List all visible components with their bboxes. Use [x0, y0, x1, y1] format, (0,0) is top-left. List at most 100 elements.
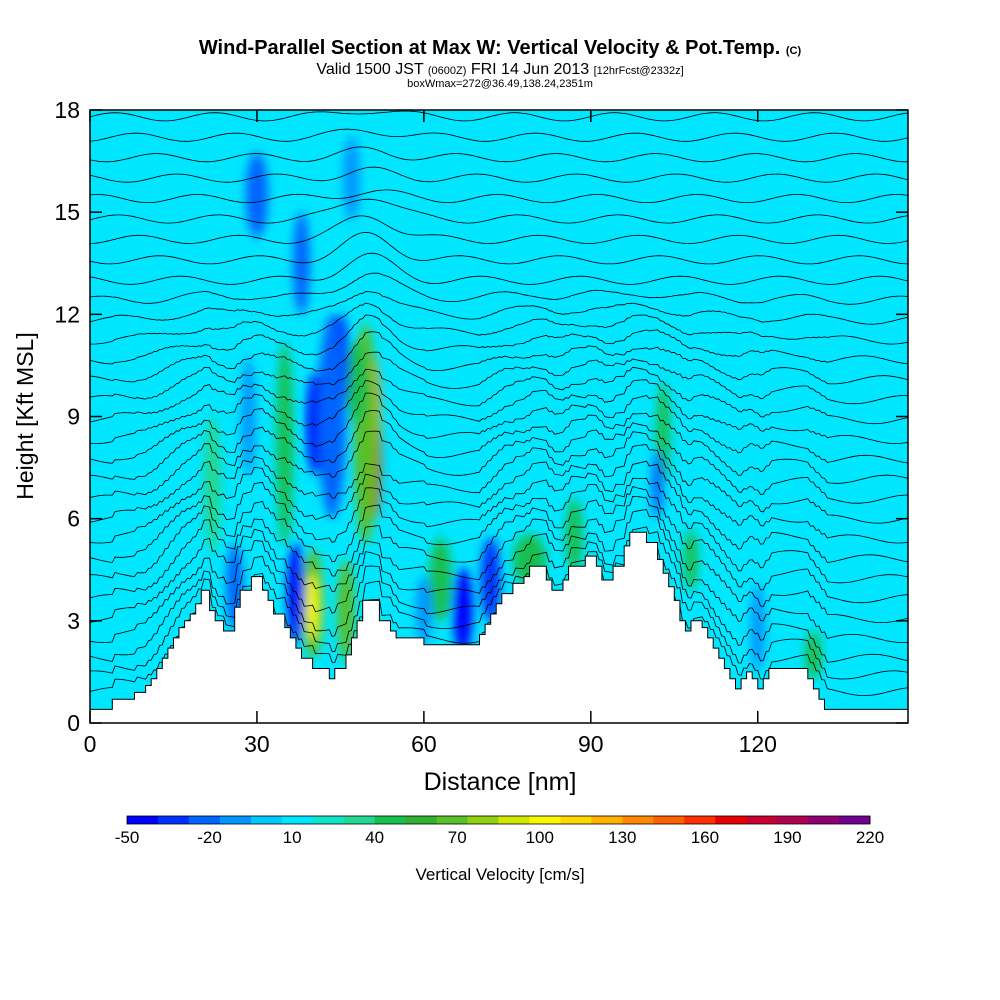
isentrope: [90, 252, 908, 285]
velocity-cell: [345, 339, 369, 426]
colorbar-swatch: [746, 816, 778, 824]
colorbar-swatch: [653, 816, 685, 824]
velocity-cell: [415, 576, 433, 645]
colorbar-swatch: [374, 816, 407, 824]
colorbar-swatch: [281, 816, 314, 824]
isentrope: [90, 379, 908, 445]
boxwmax-line: boxWmax=272@36.49,138.24,2351m: [407, 78, 593, 90]
isentrope: [90, 272, 908, 305]
isentrope: [90, 444, 908, 544]
colorbar-swatch: [343, 816, 376, 824]
velocity-cell: [204, 416, 221, 553]
isentrope: [90, 198, 908, 224]
colorbar-tick-label: 160: [691, 828, 719, 847]
colorbar-swatch: [715, 816, 747, 824]
copyright-mark: (C): [785, 45, 802, 57]
isentrope: [90, 422, 908, 504]
valid-time-line: Valid 1500 JST (0600Z) FRI 14 Jun 2013 […: [0, 61, 1000, 79]
velocity-cell: [684, 528, 698, 591]
velocity-cell: [293, 212, 310, 315]
colorbar-swatch: [127, 816, 159, 824]
colorbar-tick-label: 70: [448, 828, 467, 847]
forecast-info: [12hrFcst@2332z]: [593, 65, 684, 77]
y-tick-label: 9: [67, 404, 80, 430]
isentrope: [90, 539, 908, 680]
x-tick-label: 120: [739, 731, 777, 757]
colorbar-swatch: [312, 816, 345, 824]
terrain: [90, 531, 908, 723]
isentrope: [90, 460, 908, 563]
isentrope: [90, 486, 908, 604]
colorbar-swatch: [219, 816, 252, 824]
isentrope: [90, 509, 908, 643]
colorbar-swatch: [436, 816, 469, 824]
velocity-cell: [453, 568, 473, 654]
colorbar-swatch: [808, 816, 840, 824]
y-tick-label: 0: [67, 710, 80, 736]
chart-title: Wind-Parallel Section at Max W: Vertical…: [0, 37, 1000, 60]
valid-time-utc: (0600Z): [427, 65, 467, 77]
isentrope: [90, 431, 908, 524]
isentrope: [90, 166, 908, 183]
x-tick-label: 90: [578, 731, 604, 757]
colorbar-swatch: [560, 816, 592, 824]
colorbar-label: Vertical Velocity [cm/s]: [415, 865, 584, 884]
y-tick-label: 12: [54, 301, 80, 327]
isentrope: [90, 392, 908, 464]
isentrope: [90, 477, 908, 584]
colorbar-swatch: [188, 816, 221, 824]
velocity-cell: [318, 314, 346, 519]
isentrope: [90, 302, 908, 345]
velocity-cell: [429, 537, 452, 623]
velocity-cell: [337, 559, 355, 662]
velocity-cell: [343, 135, 360, 221]
isentrope: [90, 128, 908, 142]
isentrope: [90, 331, 908, 385]
colorbar-swatch: [467, 816, 499, 824]
valid-time-a: Valid 1500 JST: [316, 61, 424, 78]
colorbar-tick-label: 40: [365, 828, 384, 847]
isentrope: [90, 189, 908, 203]
isentrope: [90, 215, 908, 244]
velocity-cell: [805, 631, 822, 679]
y-axis-label: Height [Kft MSL]: [12, 332, 38, 499]
colorbar-swatch: [684, 816, 716, 824]
isentrope: [90, 314, 908, 365]
colorbar-tick-label: 10: [283, 828, 302, 847]
isentrope: [90, 526, 908, 663]
y-tick-label: 18: [54, 97, 80, 123]
colorbar-swatch: [839, 816, 871, 824]
chart-title-text: Wind-Parallel Section at Max W: Vertical…: [198, 37, 781, 59]
valid-time-b: FRI 14 Jun 2013: [470, 61, 590, 78]
colorbar-swatch: [250, 816, 283, 824]
colorbar-tick-label: 100: [526, 828, 554, 847]
isentrope: [90, 146, 908, 163]
velocity-field: [204, 135, 822, 679]
isentrope: [90, 110, 908, 122]
colorbar: -50 -20 10 40 70 100 130 160 190 220: [115, 815, 884, 847]
isentrope: [90, 366, 908, 425]
colorbar-frame: [126, 815, 871, 825]
colorbar-tick-label: 220: [856, 828, 884, 847]
colorbar-swatch: [157, 816, 190, 824]
colorbar-swatch: [591, 816, 623, 824]
isentrope-lines: [90, 110, 908, 696]
isentrope: [90, 231, 908, 265]
y-axis: 0 3 6 9 12 15 18: [54, 97, 908, 736]
colorbar-swatch: [498, 816, 530, 824]
x-tick-label: 30: [244, 731, 270, 757]
velocity-cell: [276, 341, 294, 546]
x-axis: 0 30 60 90 120: [84, 110, 777, 757]
colorbar-tick-label: 190: [773, 828, 801, 847]
y-tick-label: 6: [67, 506, 80, 532]
y-tick-label: 3: [67, 608, 80, 634]
velocity-cell: [480, 537, 501, 623]
velocity-cell: [245, 152, 269, 238]
colorbar-tick-label: 130: [608, 828, 636, 847]
colorbar-swatch: [529, 816, 561, 824]
x-axis-label: Distance [nm]: [424, 768, 577, 796]
velocity-cell: [652, 450, 664, 519]
y-tick-label: 15: [54, 199, 80, 225]
isentrope: [90, 410, 908, 484]
